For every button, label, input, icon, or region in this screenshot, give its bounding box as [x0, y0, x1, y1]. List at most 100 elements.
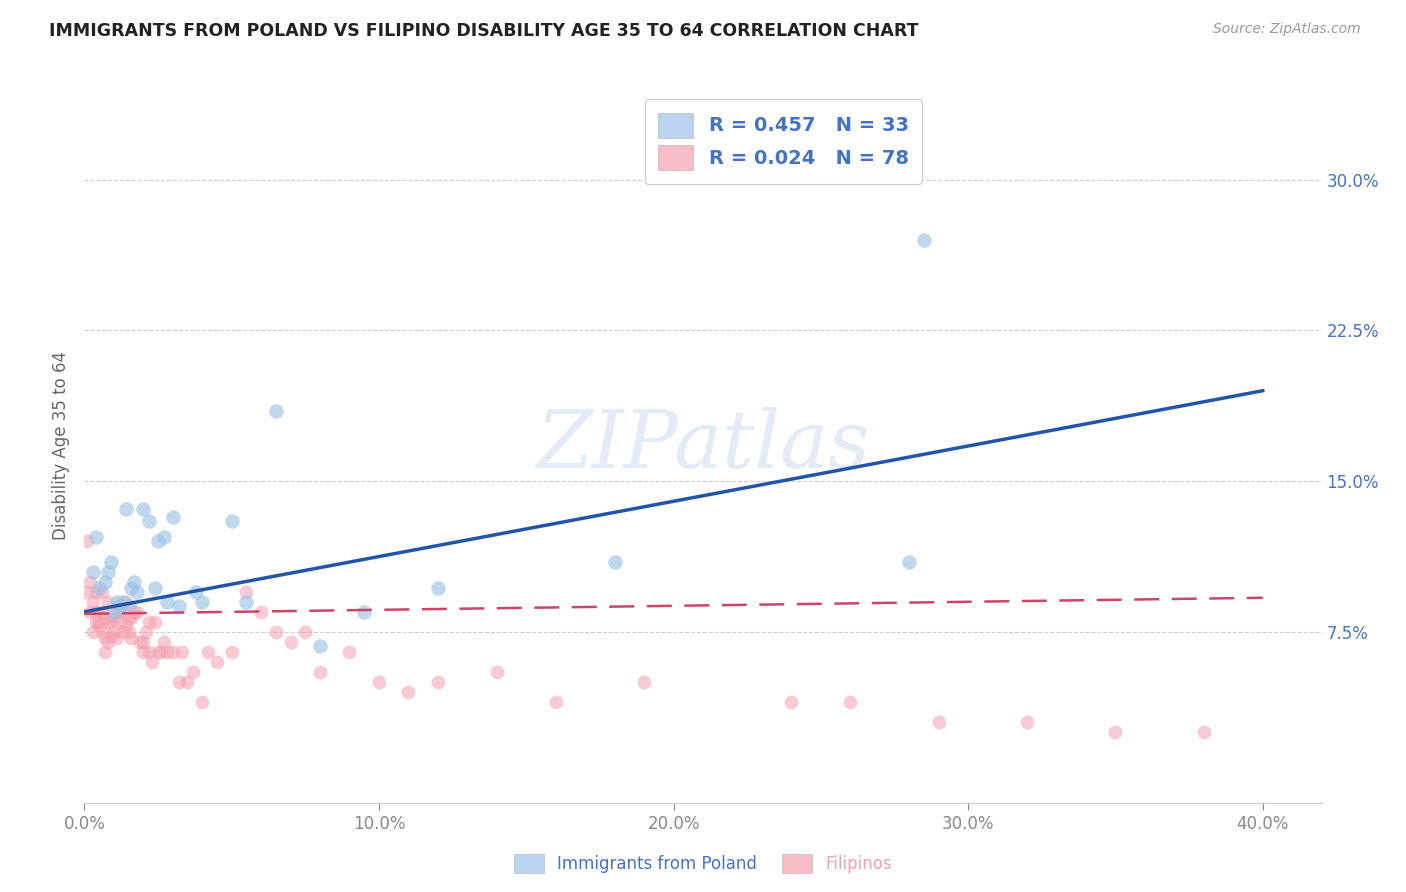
- Point: [103, 624, 125, 639]
- Point: [197, 645, 219, 659]
- Point: [603, 555, 626, 569]
- Point: [94, 631, 117, 645]
- Point: [94, 574, 117, 589]
- Point: [105, 605, 128, 619]
- Point: [87, 615, 110, 629]
- Point: [124, 605, 146, 619]
- Point: [108, 599, 131, 613]
- Point: [780, 695, 803, 709]
- Point: [186, 584, 208, 599]
- Point: [129, 635, 152, 649]
- Point: [396, 685, 419, 699]
- Point: [146, 645, 169, 659]
- Point: [368, 675, 391, 690]
- Point: [97, 565, 120, 579]
- Point: [153, 531, 176, 545]
- Point: [235, 584, 257, 599]
- Point: [167, 675, 190, 690]
- Point: [176, 675, 198, 690]
- Point: [105, 595, 128, 609]
- Point: [170, 645, 193, 659]
- Point: [928, 715, 950, 730]
- Point: [117, 599, 139, 613]
- Point: [912, 233, 935, 247]
- Y-axis label: Disability Age 35 to 64: Disability Age 35 to 64: [52, 351, 70, 541]
- Point: [76, 584, 98, 599]
- Point: [1015, 715, 1038, 730]
- Point: [94, 611, 117, 625]
- Point: [156, 595, 179, 609]
- Point: [156, 645, 179, 659]
- Point: [121, 581, 143, 595]
- Point: [544, 695, 567, 709]
- Point: [97, 635, 120, 649]
- Point: [79, 574, 101, 589]
- Point: [84, 584, 107, 599]
- Point: [114, 595, 136, 609]
- Point: [167, 599, 190, 613]
- Point: [100, 555, 122, 569]
- Point: [280, 635, 302, 649]
- Point: [294, 624, 316, 639]
- Point: [138, 615, 160, 629]
- Point: [91, 624, 114, 639]
- Point: [82, 595, 104, 609]
- Point: [205, 655, 228, 669]
- Point: [264, 404, 287, 418]
- Point: [117, 624, 139, 639]
- Point: [97, 595, 120, 609]
- Point: [135, 624, 157, 639]
- Point: [426, 581, 449, 595]
- Point: [91, 605, 114, 619]
- Point: [426, 675, 449, 690]
- Point: [100, 615, 122, 629]
- Point: [127, 584, 149, 599]
- Point: [309, 639, 332, 653]
- Point: [91, 584, 114, 599]
- Point: [82, 565, 104, 579]
- Point: [127, 605, 149, 619]
- Point: [87, 581, 110, 595]
- Point: [141, 655, 163, 669]
- Point: [114, 502, 136, 516]
- Point: [162, 645, 184, 659]
- Point: [132, 502, 155, 516]
- Point: [183, 665, 205, 680]
- Point: [103, 605, 125, 619]
- Point: [146, 534, 169, 549]
- Point: [84, 531, 107, 545]
- Point: [94, 645, 117, 659]
- Point: [117, 611, 139, 625]
- Point: [82, 624, 104, 639]
- Point: [191, 595, 214, 609]
- Point: [84, 615, 107, 629]
- Point: [221, 645, 243, 659]
- Point: [149, 645, 172, 659]
- Point: [339, 645, 361, 659]
- Point: [191, 695, 214, 709]
- Text: IMMIGRANTS FROM POLAND VS FILIPINO DISABILITY AGE 35 TO 64 CORRELATION CHART: IMMIGRANTS FROM POLAND VS FILIPINO DISAB…: [49, 22, 918, 40]
- Point: [1104, 725, 1126, 739]
- Point: [111, 624, 134, 639]
- Point: [121, 611, 143, 625]
- Point: [124, 574, 146, 589]
- Point: [121, 631, 143, 645]
- Point: [485, 665, 508, 680]
- Point: [633, 675, 655, 690]
- Point: [1192, 725, 1215, 739]
- Point: [114, 619, 136, 633]
- Point: [143, 581, 166, 595]
- Point: [76, 534, 98, 549]
- Point: [153, 635, 176, 649]
- Point: [250, 605, 273, 619]
- Point: [132, 645, 155, 659]
- Point: [84, 605, 107, 619]
- Point: [143, 615, 166, 629]
- Text: Source: ZipAtlas.com: Source: ZipAtlas.com: [1213, 22, 1361, 37]
- Point: [79, 605, 101, 619]
- Point: [898, 555, 921, 569]
- Legend: Immigrants from Poland, Filipinos: Immigrants from Poland, Filipinos: [508, 847, 898, 880]
- Point: [353, 605, 375, 619]
- Point: [309, 665, 332, 680]
- Text: ZIPatlas: ZIPatlas: [536, 408, 870, 484]
